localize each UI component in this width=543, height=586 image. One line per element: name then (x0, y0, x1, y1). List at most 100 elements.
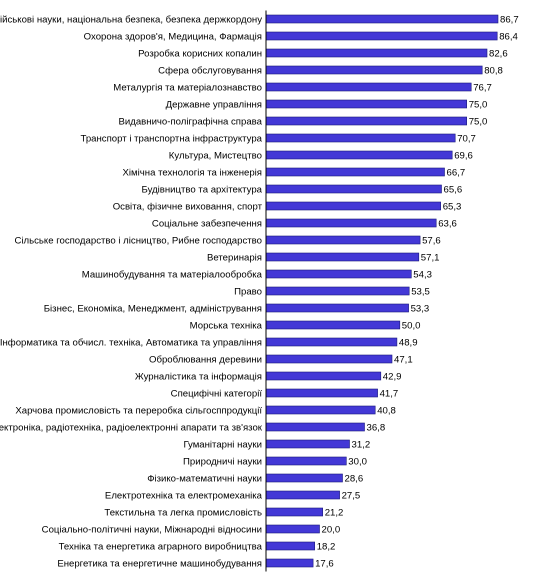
value-label-16: 54,3 (413, 269, 432, 280)
bar-16 (265, 269, 412, 279)
value-label-6: 75,0 (469, 99, 488, 110)
value-label-3: 82,6 (489, 48, 508, 59)
category-label-3: Розробка корисних копалин (138, 48, 262, 59)
value-label-25: 36,8 (367, 422, 386, 433)
category-label-4: Сфера обслуговування (158, 65, 262, 76)
bar-18 (265, 303, 409, 313)
bar-11 (265, 184, 442, 194)
category-label-14: Сільське господарство і лісництво, Рибне… (14, 235, 262, 246)
category-label-33: Енергетика та енергетичне машинобудуванн… (57, 558, 262, 569)
bar-22 (265, 371, 382, 381)
category-label-23: Специфічні категорії (171, 388, 263, 399)
value-label-30: 21,2 (325, 507, 344, 518)
category-label-22: Журналістика та інформація (135, 371, 262, 382)
category-label-6: Державне управління (166, 99, 262, 110)
value-label-27: 30,0 (348, 456, 367, 467)
bar-24 (265, 405, 376, 415)
bar-6 (265, 99, 467, 109)
bar-9 (265, 150, 453, 160)
bar-4 (265, 65, 483, 75)
category-label-2: Охорона здоров'я, Медицина, Фармація (84, 31, 262, 42)
bar-14 (265, 235, 421, 245)
bar-13 (265, 218, 437, 228)
value-label-19: 50,0 (402, 320, 421, 331)
value-label-31: 20,0 (322, 524, 341, 535)
value-label-20: 48,9 (399, 337, 418, 348)
category-label-19: Морська техніка (190, 320, 263, 331)
category-labels: Військові науки, національна безпека, бе… (0, 14, 263, 569)
bar-32 (265, 541, 316, 551)
category-label-10: Хімічна технологія та інженерія (123, 167, 262, 178)
value-labels: 86,7 86,4 82,6 80,8 76,7 75,0 75,0 70,7 69,6 66,7… (315, 14, 519, 569)
bar-3 (265, 48, 488, 58)
bar-15 (265, 252, 420, 262)
bars-group (265, 14, 499, 568)
value-label-33: 17,6 (315, 558, 334, 569)
category-label-12: Освіта, фізичне виховання, спорт (113, 201, 263, 212)
category-label-9: Культура, Мистецтво (169, 150, 262, 161)
bar-7 (265, 116, 467, 126)
bar-1 (265, 14, 499, 24)
category-label-15: Ветеринарія (207, 252, 262, 263)
category-label-11: Будівництво та архітектура (142, 184, 263, 195)
value-label-11: 65,6 (444, 184, 463, 195)
value-label-23: 41,7 (380, 388, 399, 399)
bar-19 (265, 320, 401, 330)
bar-8 (265, 133, 456, 143)
bar-10 (265, 167, 445, 177)
bar-26 (265, 439, 350, 449)
bar-27 (265, 456, 347, 466)
value-label-13: 63,6 (438, 218, 457, 229)
category-label-25: Електроніка, радіотехніка, радіоелектрон… (0, 422, 263, 433)
value-label-18: 53,3 (411, 303, 430, 314)
value-label-21: 47,1 (394, 354, 413, 365)
bar-2 (265, 31, 498, 41)
value-label-29: 27,5 (342, 490, 361, 501)
category-label-8: Транспорт і транспортна інфраструктура (81, 133, 263, 144)
category-label-28: Фізико-математичні науки (147, 473, 262, 484)
value-label-1: 86,7 (500, 14, 519, 25)
value-label-4: 80,8 (484, 65, 503, 76)
bar-29 (265, 490, 340, 500)
value-label-5: 76,7 (473, 82, 492, 93)
category-label-16: Машинобудування та матеріалообробка (82, 269, 263, 280)
value-label-8: 70,7 (457, 133, 476, 144)
bar-30 (265, 507, 324, 517)
category-label-29: Електротехніка та електромеханіка (105, 490, 263, 501)
category-label-21: Оброблювання деревини (149, 354, 262, 365)
category-label-18: Бізнес, Економіка, Менеджмент, адміністр… (44, 303, 262, 314)
value-label-7: 75,0 (469, 116, 488, 127)
bar-25 (265, 422, 365, 432)
value-label-32: 18,2 (317, 541, 336, 552)
bar-20 (265, 337, 398, 347)
category-label-20: Інформатика та обчисл. техніка, Автомати… (0, 337, 262, 348)
bar-21 (265, 354, 393, 364)
value-label-2: 86,4 (499, 31, 518, 42)
category-label-5: Металургія та матеріалознавство (113, 82, 262, 93)
bar-28 (265, 473, 343, 483)
value-label-26: 31,2 (352, 439, 371, 450)
value-label-9: 69,6 (454, 150, 473, 161)
category-label-17: Право (234, 286, 262, 297)
value-label-14: 57,6 (422, 235, 441, 246)
category-label-13: Соціальне забезпечення (152, 218, 262, 229)
value-label-24: 40,8 (377, 405, 396, 416)
bar-5 (265, 82, 472, 92)
category-label-26: Гуманітарні науки (183, 439, 262, 450)
category-label-32: Техніка та енергетика аграрного виробниц… (59, 541, 263, 552)
bar-17 (265, 286, 410, 296)
category-label-7: Видавничо-поліграфічна справа (118, 116, 262, 127)
category-label-24: Харчова промисловість та переробка сільг… (15, 405, 262, 416)
category-label-27: Природничі науки (183, 456, 262, 467)
bar-31 (265, 524, 320, 534)
value-label-10: 66,7 (447, 167, 466, 178)
value-label-28: 28,6 (345, 473, 364, 484)
category-label-30: Текстильна та легка промисловість (104, 507, 262, 518)
value-label-22: 42,9 (383, 371, 402, 382)
value-label-15: 57,1 (421, 252, 440, 263)
value-label-12: 65,3 (443, 201, 462, 212)
category-label-1: Військові науки, національна безпека, бе… (0, 14, 262, 25)
bar-23 (265, 388, 378, 398)
